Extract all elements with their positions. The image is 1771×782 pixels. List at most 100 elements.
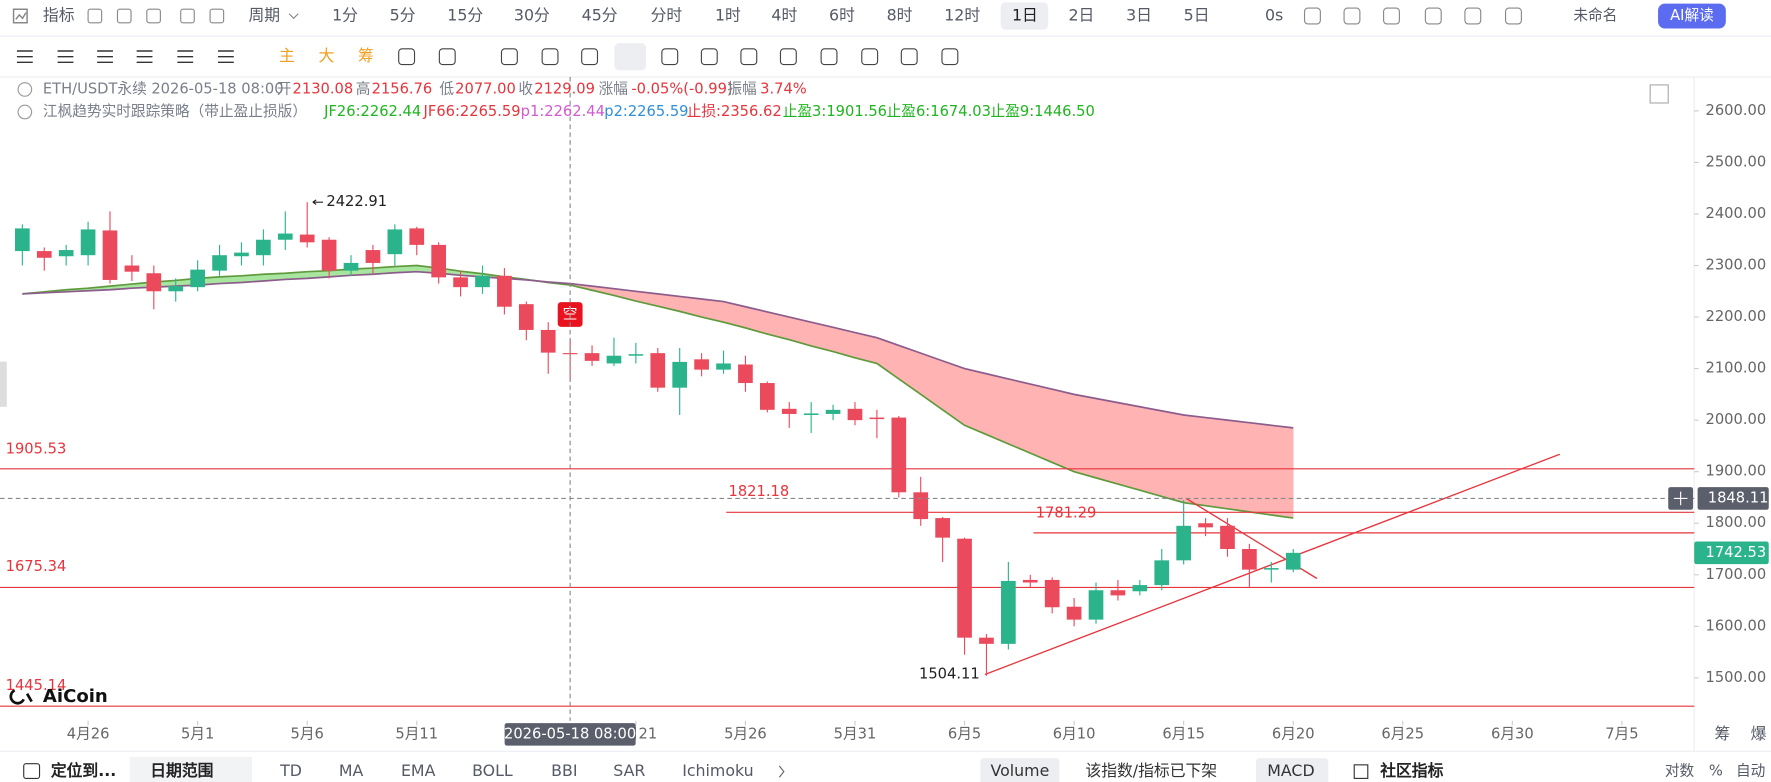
interval-button[interactable]: 12时 — [944, 6, 980, 25]
draw-tool-icon[interactable] — [661, 48, 679, 66]
chip-button[interactable]: 主 — [279, 46, 295, 65]
trend-fill — [1095, 398, 1119, 485]
trend-fill — [1161, 410, 1184, 503]
panel-tab[interactable]: MACD — [1267, 761, 1314, 780]
draw-tool-icon[interactable] — [861, 48, 879, 66]
date-range-button[interactable]: 日期范围 — [150, 761, 213, 780]
icon[interactable] — [1303, 7, 1321, 25]
community-button[interactable]: 社区指标 — [1379, 761, 1443, 780]
draw-tool-icon[interactable] — [136, 50, 153, 64]
panel-tab[interactable]: Volume — [991, 761, 1050, 780]
draw-tool-icon[interactable] — [541, 48, 559, 66]
icon[interactable] — [1383, 7, 1400, 25]
interval-button[interactable]: 1日 — [1012, 6, 1038, 25]
draw-tool-icon[interactable] — [438, 48, 456, 66]
indicator-tab[interactable]: BOLL — [472, 761, 513, 780]
x-tick-label: 5月26 — [724, 725, 767, 742]
draw-tool-icon[interactable] — [700, 48, 718, 66]
ai-button-bg — [1658, 3, 1726, 29]
chip-button[interactable]: 筹 — [358, 46, 374, 65]
interval-button[interactable]: 4时 — [771, 6, 797, 25]
icon[interactable] — [1343, 7, 1361, 25]
scale-option[interactable]: 自动 — [1736, 763, 1765, 780]
candle-body — [869, 417, 885, 420]
scale-option[interactable]: 对数 — [1665, 763, 1695, 780]
indicator-tab[interactable]: TD — [279, 761, 302, 780]
interval-button[interactable]: 5日 — [1184, 6, 1210, 25]
draw-tool-icon[interactable] — [820, 48, 838, 66]
fullscreen-icon[interactable] — [1649, 84, 1669, 104]
period-button[interactable]: 周期 — [248, 6, 280, 25]
icon[interactable] — [209, 8, 225, 24]
indicator-tab[interactable]: MA — [339, 761, 364, 780]
draw-tool-icon[interactable] — [581, 48, 599, 66]
scale-option[interactable]: % — [1709, 763, 1723, 780]
draw-tool-icon[interactable] — [217, 50, 234, 64]
candle-body — [277, 233, 293, 240]
draw-tool-icon[interactable] — [779, 48, 797, 66]
icon[interactable] — [87, 8, 103, 24]
candle-body — [365, 250, 381, 263]
icon[interactable] — [146, 8, 161, 24]
icon[interactable] — [180, 8, 195, 24]
icon[interactable] — [1464, 7, 1482, 25]
draw-tool-icon[interactable] — [740, 48, 758, 66]
draw-tool-icon[interactable] — [97, 50, 113, 64]
candle-body — [716, 363, 731, 370]
indicator-tab[interactable]: SAR — [613, 761, 645, 780]
ai-button[interactable]: AI解读 — [1670, 7, 1714, 24]
indicator-button[interactable]: 指标 — [43, 6, 75, 25]
candle-body — [453, 277, 468, 288]
candle-body — [1110, 590, 1126, 596]
y-tick-label: 1600.00 — [1705, 617, 1766, 634]
interval-button[interactable]: 3日 — [1126, 6, 1152, 25]
info-text: 2129.09 — [534, 80, 595, 97]
interval-button[interactable]: 15分 — [447, 6, 483, 25]
chip-button[interactable]: 大 — [319, 46, 335, 65]
candle-body — [58, 250, 74, 257]
info-text: 2077.00 — [455, 80, 516, 97]
info-text: 振幅 — [727, 80, 756, 97]
candle-body — [212, 255, 227, 271]
collapse-icon[interactable] — [17, 104, 33, 120]
x-tick-label: 6月15 — [1162, 725, 1205, 742]
date-range-bg — [129, 756, 252, 782]
edit-icon[interactable] — [1353, 764, 1369, 779]
interval-button[interactable]: 30分 — [514, 6, 550, 25]
collapse-icon[interactable] — [17, 82, 33, 97]
draw-tool-icon[interactable] — [177, 50, 194, 64]
icon[interactable] — [116, 8, 132, 24]
side-handle[interactable] — [0, 361, 7, 407]
draw-tool-icon[interactable] — [941, 48, 959, 66]
candle-body — [606, 355, 622, 364]
chevron[interactable] — [778, 765, 785, 778]
indicator-tab[interactable]: Ichimoku — [682, 761, 753, 780]
interval-button[interactable]: 1分 — [332, 6, 358, 25]
draw-tool-icon[interactable] — [16, 50, 33, 64]
indicator-tab[interactable]: BBI — [551, 761, 577, 780]
icon[interactable] — [1505, 7, 1522, 25]
interval-button[interactable]: 8时 — [887, 6, 913, 25]
layout-name[interactable]: 未命名 — [1573, 6, 1617, 24]
indicator-text: 止盈9:1446.50 — [991, 103, 1095, 120]
y-tick-label: 2100.00 — [1705, 360, 1766, 377]
interval-button[interactable]: 2日 — [1068, 6, 1094, 25]
interval-button[interactable]: 45分 — [582, 6, 618, 25]
icon[interactable] — [1424, 7, 1442, 25]
interval-button[interactable]: 分时 — [651, 6, 683, 25]
panel-tab[interactable]: 该指数/指标已下架 — [1085, 761, 1217, 780]
interval-button[interactable]: 5分 — [390, 6, 416, 25]
draw-tool-icon[interactable] — [57, 50, 74, 64]
indicator-text: 止损:2356.62 — [687, 103, 782, 120]
calendar-icon[interactable] — [23, 763, 41, 779]
draw-tool-icon[interactable] — [500, 48, 518, 66]
interval-button[interactable]: 1时 — [715, 6, 741, 25]
locate-button[interactable]: 定位到... — [51, 761, 116, 780]
indicator-tab[interactable]: EMA — [401, 761, 436, 780]
draw-tool-icon[interactable] — [398, 48, 416, 66]
side-tab[interactable]: 筹 — [1715, 724, 1731, 743]
draw-tool-icon[interactable] — [900, 48, 918, 66]
interval-button[interactable]: 6时 — [829, 6, 855, 25]
side-tab[interactable]: 爆 — [1751, 724, 1767, 743]
